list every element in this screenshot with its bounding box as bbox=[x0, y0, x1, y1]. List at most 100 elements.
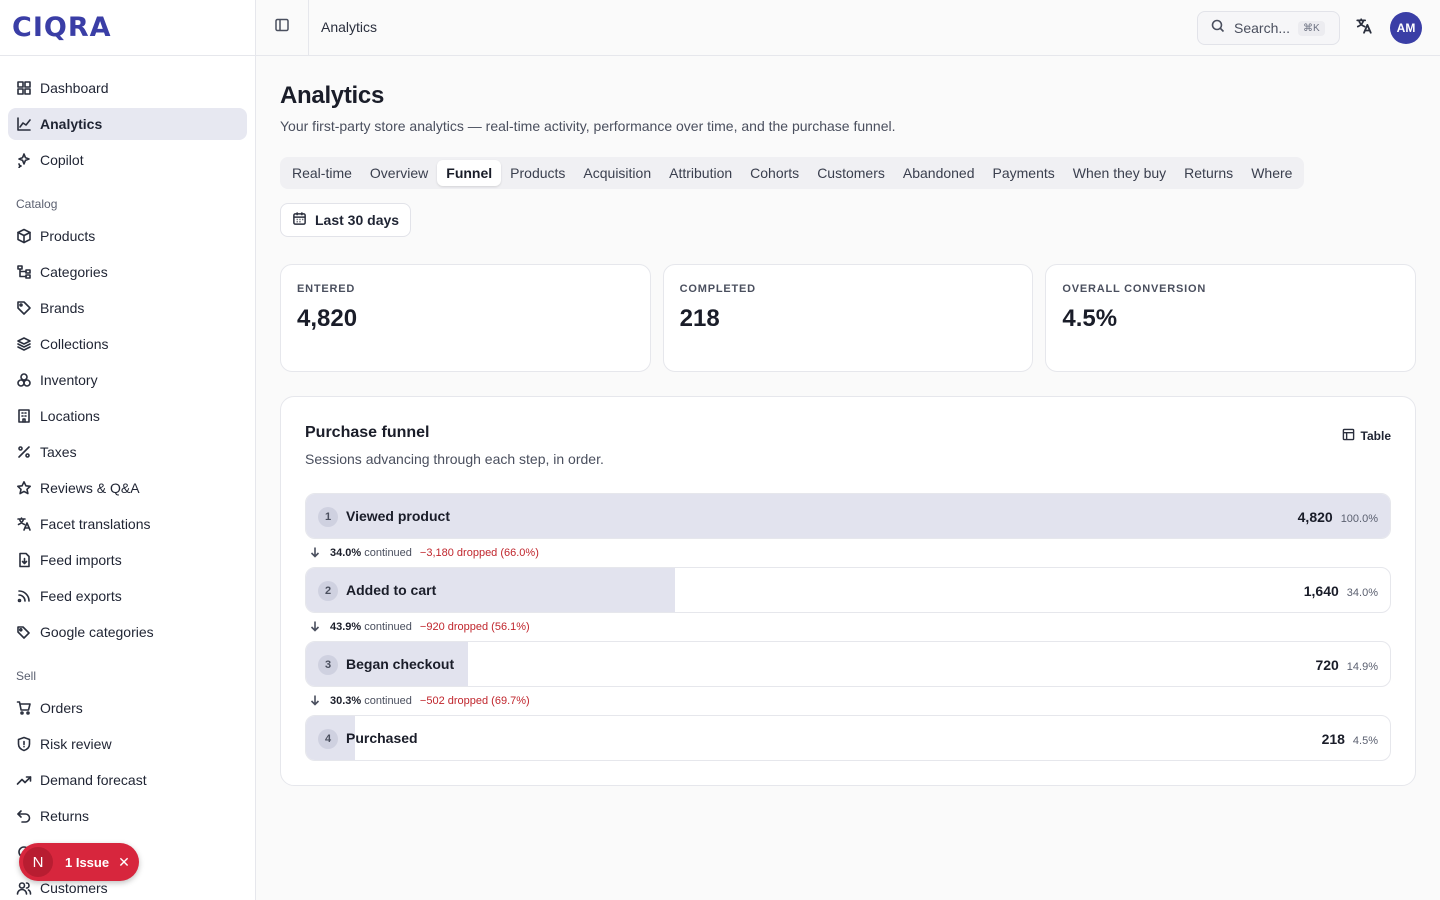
language-button[interactable] bbox=[1352, 16, 1376, 40]
continued-label: continued bbox=[364, 695, 412, 707]
sidebar-item-risk-review[interactable]: Risk review bbox=[8, 728, 247, 760]
date-range-button[interactable]: Last 30 days bbox=[280, 203, 412, 237]
translate-icon bbox=[16, 516, 32, 532]
funnel-step[interactable]: 2 Added to cart 1,640 34.0% bbox=[305, 567, 1391, 613]
dropped-text: −502 dropped (69.7%) bbox=[419, 695, 530, 707]
brand-logo[interactable]: CIQRA bbox=[0, 0, 255, 56]
tab-products[interactable]: Products bbox=[510, 165, 566, 181]
funnel-step-number: 3 bbox=[318, 655, 338, 675]
sidebar-item-inventory[interactable]: Inventory bbox=[8, 364, 247, 396]
sidebar-item-returns[interactable]: Returns bbox=[8, 800, 247, 832]
sidebar-item-label: Inventory bbox=[40, 372, 98, 388]
tab-returns[interactable]: Returns bbox=[1184, 165, 1234, 181]
table-view-label: Table bbox=[1360, 429, 1391, 443]
sidebar-item-label: Feed exports bbox=[40, 588, 122, 604]
sidebar-item-dashboard[interactable]: Dashboard bbox=[8, 72, 247, 104]
funnel-step[interactable]: 3 Began checkout 720 14.9% bbox=[305, 641, 1391, 687]
sidebar-item-label: Locations bbox=[40, 408, 100, 424]
funnel-step-stats: 1,640 34.0% bbox=[1304, 583, 1378, 599]
funnel-step-stats: 720 14.9% bbox=[1315, 657, 1378, 673]
analytics-tabs: Real-time Overview Funnel Products Acqui… bbox=[280, 157, 1305, 189]
sidebar-group-catalog: Catalog bbox=[16, 197, 58, 211]
topbar: Analytics Search... ⌘K AM bbox=[256, 0, 1440, 56]
sidebar-item-facet-translations[interactable]: Facet translations bbox=[8, 508, 247, 540]
tab-abandoned[interactable]: Abandoned bbox=[902, 165, 975, 181]
rss-icon bbox=[16, 588, 32, 604]
tab-where[interactable]: Where bbox=[1251, 165, 1293, 181]
sidebar-item-brands[interactable]: Brands bbox=[8, 292, 247, 324]
tab-funnel[interactable]: Funnel bbox=[437, 160, 502, 186]
funnel-step-name: Added to cart bbox=[346, 582, 437, 598]
funnel-step-count: 4,820 bbox=[1297, 509, 1333, 525]
issue-badge[interactable]: N 1 Issue ✕ bbox=[19, 843, 139, 881]
building-icon bbox=[16, 408, 32, 424]
sidebar-item-locations[interactable]: Locations bbox=[8, 400, 247, 432]
tab-attribution[interactable]: Attribution bbox=[669, 165, 733, 181]
dropped-text: −3,180 dropped (66.0%) bbox=[419, 547, 539, 559]
funnel-step[interactable]: 4 Purchased 218 4.5% bbox=[305, 715, 1391, 761]
avatar[interactable]: AM bbox=[1390, 12, 1422, 44]
table-view-button[interactable]: Table bbox=[1342, 428, 1391, 444]
arrow-down-icon bbox=[309, 620, 330, 635]
funnel-step-name: Purchased bbox=[346, 730, 418, 746]
funnel-step-stats: 218 4.5% bbox=[1322, 731, 1378, 747]
sidebar-item-taxes[interactable]: Taxes bbox=[8, 436, 247, 468]
purchase-funnel-card: Purchase funnel Sessions advancing throu… bbox=[280, 396, 1416, 786]
kpi-value: 4.5% bbox=[1062, 305, 1118, 332]
sidebar-item-label: Risk review bbox=[40, 736, 112, 752]
tab-overview[interactable]: Overview bbox=[369, 165, 429, 181]
funnel-step-number: 2 bbox=[318, 581, 338, 601]
tab-real-time[interactable]: Real-time bbox=[292, 165, 352, 181]
issue-badge-logo: N bbox=[23, 847, 53, 877]
funnel-step-name: Began checkout bbox=[346, 656, 455, 672]
sidebar-item-feed-imports[interactable]: Feed imports bbox=[8, 544, 247, 576]
sidebar-toggle-button[interactable] bbox=[256, 0, 309, 55]
arrow-down-icon bbox=[309, 694, 330, 709]
sidebar-item-label: Customers bbox=[40, 880, 108, 896]
funnel-step-count: 720 bbox=[1315, 657, 1339, 673]
tab-payments[interactable]: Payments bbox=[992, 165, 1055, 181]
issue-badge-label: 1 Issue bbox=[65, 854, 110, 870]
kpi-value: 218 bbox=[679, 305, 720, 332]
sidebar-item-label: Returns bbox=[40, 808, 90, 824]
sidebar-item-label: Products bbox=[40, 228, 96, 244]
continued-rate: 30.3% bbox=[330, 695, 362, 707]
sidebar: CIQRA Dashboard Analytics Copilot Catalo… bbox=[0, 0, 256, 900]
sidebar-item-google-categories[interactable]: Google categories bbox=[8, 616, 247, 648]
sidebar-item-customers[interactable]: Customers bbox=[8, 872, 247, 900]
tab-cohorts[interactable]: Cohorts bbox=[750, 165, 800, 181]
tab-customers[interactable]: Customers bbox=[817, 165, 885, 181]
calendar-icon bbox=[292, 211, 315, 229]
funnel-title: Purchase funnel bbox=[305, 424, 430, 441]
sidebar-item-copilot[interactable]: Copilot bbox=[8, 144, 247, 176]
undo-icon bbox=[16, 808, 32, 824]
search-input[interactable]: Search... ⌘K bbox=[1197, 11, 1340, 45]
sidebar-item-reviews[interactable]: Reviews & Q&A bbox=[8, 472, 247, 504]
page-title: Analytics bbox=[280, 82, 385, 109]
search-shortcut: ⌘K bbox=[1298, 20, 1325, 36]
close-icon[interactable]: ✕ bbox=[118, 853, 130, 870]
tag-icon bbox=[16, 300, 32, 316]
tab-when-they-buy[interactable]: When they buy bbox=[1072, 165, 1167, 181]
sidebar-item-analytics[interactable]: Analytics bbox=[8, 108, 247, 140]
funnel-step[interactable]: 1 Viewed product 4,820 100.0% bbox=[305, 493, 1391, 539]
sidebar-item-feed-exports[interactable]: Feed exports bbox=[8, 580, 247, 612]
kpi-card-entered: ENTERED 4,820 bbox=[280, 264, 651, 372]
sidebar-item-label: Orders bbox=[40, 700, 83, 716]
sidebar-item-label: Demand forecast bbox=[40, 772, 147, 788]
page-subtitle: Your first-party store analytics — real-… bbox=[280, 118, 896, 134]
tab-acquisition[interactable]: Acquisition bbox=[583, 165, 652, 181]
sidebar-item-collections[interactable]: Collections bbox=[8, 328, 247, 360]
sidebar-item-orders[interactable]: Orders bbox=[8, 692, 247, 724]
funnel-transition: 34.0% continued −3,180 dropped (66.0%) bbox=[305, 539, 1391, 567]
package-icon bbox=[16, 228, 32, 244]
sidebar-item-demand-forecast[interactable]: Demand forecast bbox=[8, 764, 247, 796]
search-icon bbox=[1210, 18, 1234, 39]
sidebar-item-products[interactable]: Products bbox=[8, 220, 247, 252]
sidebar-item-categories[interactable]: Categories bbox=[8, 256, 247, 288]
funnel-step-number: 1 bbox=[318, 507, 338, 527]
tags-icon bbox=[16, 624, 32, 640]
sidebar-item-label: Facet translations bbox=[40, 516, 151, 532]
kpi-value: 4,820 bbox=[297, 305, 358, 332]
star-icon bbox=[16, 480, 32, 496]
